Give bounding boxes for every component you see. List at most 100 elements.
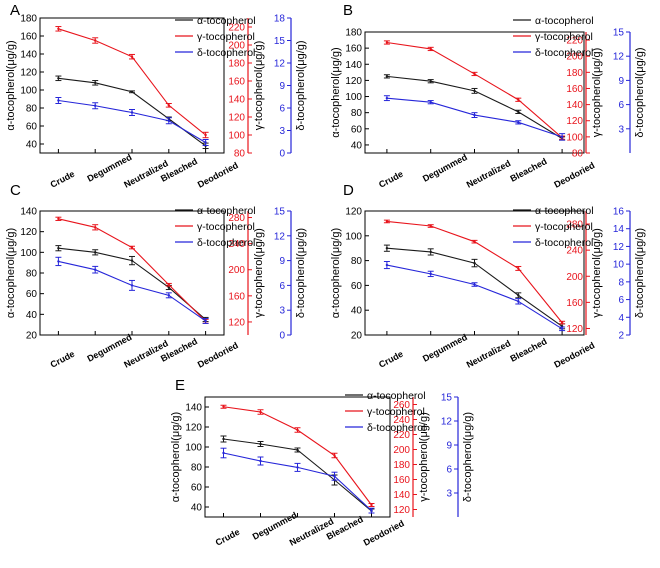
right-1-tick-label: 80 [572, 149, 584, 160]
legend-label: δ-tocopherol [197, 237, 255, 249]
data-point [204, 319, 207, 323]
data-point [167, 283, 170, 286]
legend-label: α-tocopherol [197, 205, 256, 217]
data-point [94, 226, 97, 229]
series-delta [220, 447, 375, 514]
right-2-tick-label: 12 [274, 231, 286, 242]
data-point [429, 224, 432, 228]
left-tick-label: 120 [345, 207, 362, 218]
category-label: Crude [214, 527, 242, 548]
left-tick-label: 100 [345, 92, 362, 103]
right-axis-2-label: δ-tocopherol(μg/g) [462, 412, 474, 502]
right-2-tick-label: 12 [613, 242, 625, 253]
series-delta [383, 260, 566, 332]
data-point [259, 442, 262, 446]
left-tick-label: 40 [191, 503, 203, 514]
right-1-tick-label: 160 [228, 77, 245, 88]
left-tick-label: 60 [26, 122, 38, 133]
data-point [517, 300, 520, 303]
panel-c: C20406080100120140α-tocopherol(μg/g)1201… [5, 182, 307, 370]
data-point [167, 119, 170, 122]
data-point [560, 327, 564, 330]
left-axis-label: α-tocopherol(μg/g) [330, 47, 342, 137]
data-point [517, 98, 520, 101]
data-point [385, 75, 389, 78]
data-point [333, 475, 336, 478]
data-point [560, 321, 564, 324]
data-point [57, 247, 60, 250]
panel-e: E406080100120140α-tocopherol(μg/g)120140… [170, 377, 474, 548]
right-1-tick-label: 220 [566, 36, 583, 47]
left-tick-label: 20 [26, 331, 38, 342]
right-1-tick-label: 80 [234, 149, 246, 160]
series-line [223, 452, 372, 512]
right-1-tick-label: 120 [566, 116, 583, 127]
right-2-tick-label: 16 [613, 207, 625, 218]
panel-a: A406080100120140160180α-tocopherol(μg/g)… [5, 2, 307, 190]
right-1-tick-label: 160 [228, 291, 245, 302]
data-point [130, 259, 134, 262]
data-point [429, 272, 432, 276]
category-label: Deodoried [196, 160, 240, 190]
left-tick-label: 180 [20, 14, 37, 25]
legend-label: γ-tocopherol [535, 31, 593, 43]
right-2-tick-label: 3 [279, 126, 285, 137]
series-gamma [383, 40, 566, 140]
data-point [94, 251, 97, 254]
left-tick-label: 80 [191, 463, 203, 474]
data-point [57, 99, 60, 102]
data-point [429, 250, 432, 254]
left-tick-label: 120 [20, 68, 37, 79]
right-2-tick-label: 15 [274, 207, 286, 218]
data-point [333, 454, 336, 457]
right-2-tick-label: 9 [618, 76, 624, 87]
panel-label: A [10, 2, 20, 19]
right-2-tick-label: 4 [618, 313, 624, 324]
left-tick-label: 100 [20, 248, 37, 259]
series-line [58, 260, 206, 322]
legend-label: δ-tocopherol [535, 237, 593, 249]
right-2-tick-label: 3 [618, 124, 624, 135]
data-point [222, 405, 225, 408]
data-point [385, 247, 389, 250]
right-2-tick-label: 6 [279, 104, 285, 115]
right-2-tick-label: 6 [446, 465, 452, 476]
series-gamma [55, 26, 209, 139]
data-point [259, 459, 262, 463]
right-2-tick-label: 10 [613, 260, 625, 271]
data-point [204, 141, 207, 144]
right-2-tick-label: 0 [279, 331, 285, 342]
data-point [473, 240, 476, 243]
right-2-tick-label: 12 [613, 52, 625, 63]
right-1-tick-label: 120 [393, 505, 410, 516]
right-2-tick-label: 9 [279, 81, 285, 92]
category-label: Crude [377, 169, 405, 190]
right-axis-2-label: δ-tocopherol(μg/g) [295, 228, 307, 318]
left-tick-label: 120 [20, 227, 37, 238]
data-point [222, 451, 225, 455]
left-tick-label: 60 [351, 124, 363, 135]
left-tick-label: 40 [26, 310, 38, 321]
left-tick-label: 60 [351, 281, 363, 292]
legend-label: γ-tocopherol [367, 406, 425, 418]
panel-label: E [175, 377, 185, 394]
category-label: Neutralized [465, 158, 513, 190]
right-1-tick-label: 120 [566, 324, 583, 335]
right-1-tick-label: 180 [393, 460, 410, 471]
data-point [429, 100, 432, 104]
right-1-tick-label: 220 [228, 23, 245, 34]
right-1-tick-label: 100 [228, 131, 245, 142]
right-1-tick-label: 180 [566, 68, 583, 79]
data-point [57, 77, 60, 80]
series-delta [55, 97, 209, 146]
data-point [167, 294, 170, 297]
panel-label: B [343, 2, 353, 19]
left-tick-label: 80 [26, 104, 38, 115]
left-tick-label: 180 [345, 28, 362, 39]
right-2-tick-label: 15 [274, 36, 286, 47]
data-point [57, 260, 60, 263]
data-point [517, 267, 520, 270]
data-point [473, 89, 476, 93]
series-line [58, 99, 206, 143]
